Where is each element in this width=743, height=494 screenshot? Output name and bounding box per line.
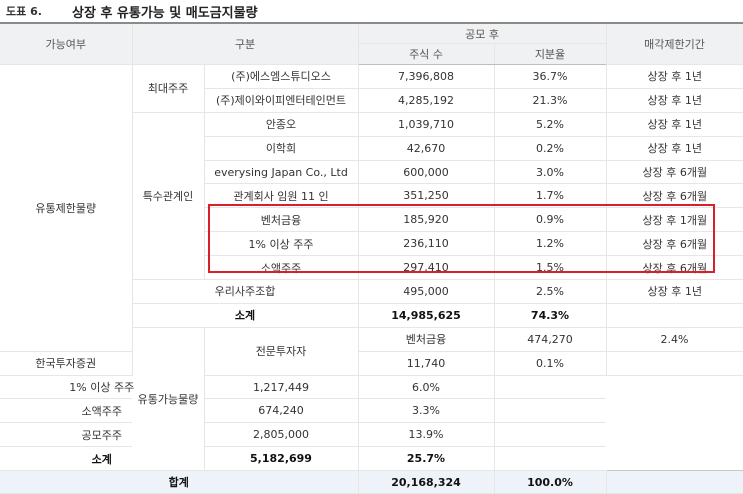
subtotal-shares: 14,985,625 [358,303,495,328]
subgroup-related-parties: 특수관계인 [132,112,205,281]
row-shares: 1,039,710 [358,112,495,137]
row-name: 공모주주 [0,422,205,448]
row-stake: 2.5% [494,279,607,304]
header-after-offering: 공모 후 [358,23,607,44]
table-row: (주)제이와이피엔터테인먼트 4,285,192 21.3% 상장 후 1년 [0,88,743,113]
row-shares: 2,805,000 [204,422,359,448]
row-stake: 0.1% [494,351,607,376]
row-stake: 5.2% [494,112,607,137]
table-row: 공모주주 2,805,000 13.9% [0,422,743,448]
row-stake: 13.9% [358,422,495,448]
row-lockup: 상장 후 1년 [606,136,743,161]
row-shares: 495,000 [358,279,495,304]
row-stake: 0.9% [494,207,607,233]
subtotal-label: 소계 [0,446,205,472]
row-lockup: 상장 후 6개월 [606,255,743,281]
total-label: 합계 [0,470,359,494]
row-name: (주)제이와이피엔터테인먼트 [204,88,359,113]
table-row: 소액주주 674,240 3.3% [0,398,743,424]
subtotal-stake: 25.7% [358,446,495,472]
row-name: everysing Japan Co., Ltd [204,160,359,185]
table-row: 1% 이상 주주 236,110 1.2% 상장 후 6개월 [0,231,743,257]
subgroup-professional-investors: 전문투자자 [204,327,359,376]
row-name: 안종오 [204,112,359,137]
row-shares: 1,217,449 [204,375,359,400]
row-stake: 3.0% [494,160,607,185]
row-stake: 21.3% [494,88,607,113]
row-shares: 11,740 [358,351,495,376]
row-name: 관계회사 임원 11 인 [204,183,359,209]
row-shares: 185,920 [358,207,495,233]
table-title: 상장 후 유통가능 및 매도금지물량 [72,5,258,21]
row-name: (주)에스엠스튜디오스 [204,64,359,89]
table-row: 벤처금융 185,920 0.9% 상장 후 1개월 [0,207,743,233]
row-name: 우리사주조합 [132,279,359,304]
row-shares: 236,110 [358,231,495,257]
row-stake: 1.5% [494,255,607,281]
figure-label: 도표 6. [6,5,42,18]
row-lockup: 상장 후 6개월 [606,183,743,209]
row-shares: 4,285,192 [358,88,495,113]
row-stake: 1.7% [494,183,607,209]
table-caption: 도표 6. 상장 후 유통가능 및 매도금지물량 [6,2,258,21]
row-lockup: 상장 후 1개월 [606,207,743,233]
group-restricted: 유통제한물량 [0,64,133,352]
row-stake: 0.2% [494,136,607,161]
table-row: 소액주주 297,410 1.5% 상장 후 6개월 [0,255,743,281]
subtotal-lockup [606,303,743,328]
header-availability: 가능여부 [0,23,133,65]
subgroup-largest-holder: 최대주주 [132,64,205,113]
row-shares: 7,396,808 [358,64,495,89]
row-name: 한국투자증권 [0,351,133,376]
row-stake: 6.0% [358,375,495,400]
total-row: 합계 20,168,324 100.0% [0,470,743,494]
row-shares: 674,240 [204,398,359,424]
header-category: 구분 [132,23,359,65]
row-name: 벤처금융 [204,207,359,233]
row-name: 벤처금융 [358,327,495,352]
row-name: 1% 이상 주주 [204,231,359,257]
table-row: 우리사주조합 495,000 2.5% 상장 후 1년 [0,279,743,304]
total-shares: 20,168,324 [358,470,495,494]
row-lockup: 상장 후 6개월 [606,160,743,185]
row-name: 소액주주 [204,255,359,281]
table-row: 특수관계인 안종오 1,039,710 5.2% 상장 후 1년 [0,112,743,281]
lockup-table: 가능여부 구분 공모 후 매각제한기간 주식 수 지분율 유통제한물량 최대주주… [0,22,743,494]
row-lockup: 상장 후 1년 [606,64,743,89]
table-row: 유통제한물량 최대주주 (주)에스엠스튜디오스 7,396,808 36.7% … [0,64,743,352]
row-stake: 36.7% [494,64,607,89]
row-lockup: 상장 후 1년 [606,112,743,137]
row-stake: 1.2% [494,231,607,257]
header-shares: 주식 수 [358,43,495,65]
row-name: 소액주주 [0,398,205,424]
row-stake: 2.4% [606,327,743,352]
row-lockup: 상장 후 1년 [606,279,743,304]
table-row: 1% 이상 주주 1,217,449 6.0% [0,375,743,400]
table-row: 이학희 42,670 0.2% 상장 후 1년 [0,136,743,161]
header-stake: 지분율 [494,43,607,65]
row-lockup: 상장 후 6개월 [606,231,743,257]
row-shares: 297,410 [358,255,495,281]
subtotal-stake: 74.3% [494,303,607,328]
row-shares: 474,270 [494,327,607,352]
row-lockup: 상장 후 1년 [606,88,743,113]
table-row: everysing Japan Co., Ltd 600,000 3.0% 상장… [0,160,743,185]
subtotal-shares: 5,182,699 [204,446,359,472]
subtotal-row: 소계 5,182,699 25.7% [0,446,743,472]
subtotal-label: 소계 [132,303,359,328]
header-lockup: 매각제한기간 [606,23,743,65]
row-name: 이학희 [204,136,359,161]
table-row: 한국투자증권 11,740 0.1% [0,351,743,376]
row-stake: 3.3% [358,398,495,424]
row-shares: 600,000 [358,160,495,185]
row-shares: 351,250 [358,183,495,209]
total-stake: 100.0% [494,470,607,494]
row-shares: 42,670 [358,136,495,161]
subtotal-row: 소계 14,985,625 74.3% [0,303,743,328]
